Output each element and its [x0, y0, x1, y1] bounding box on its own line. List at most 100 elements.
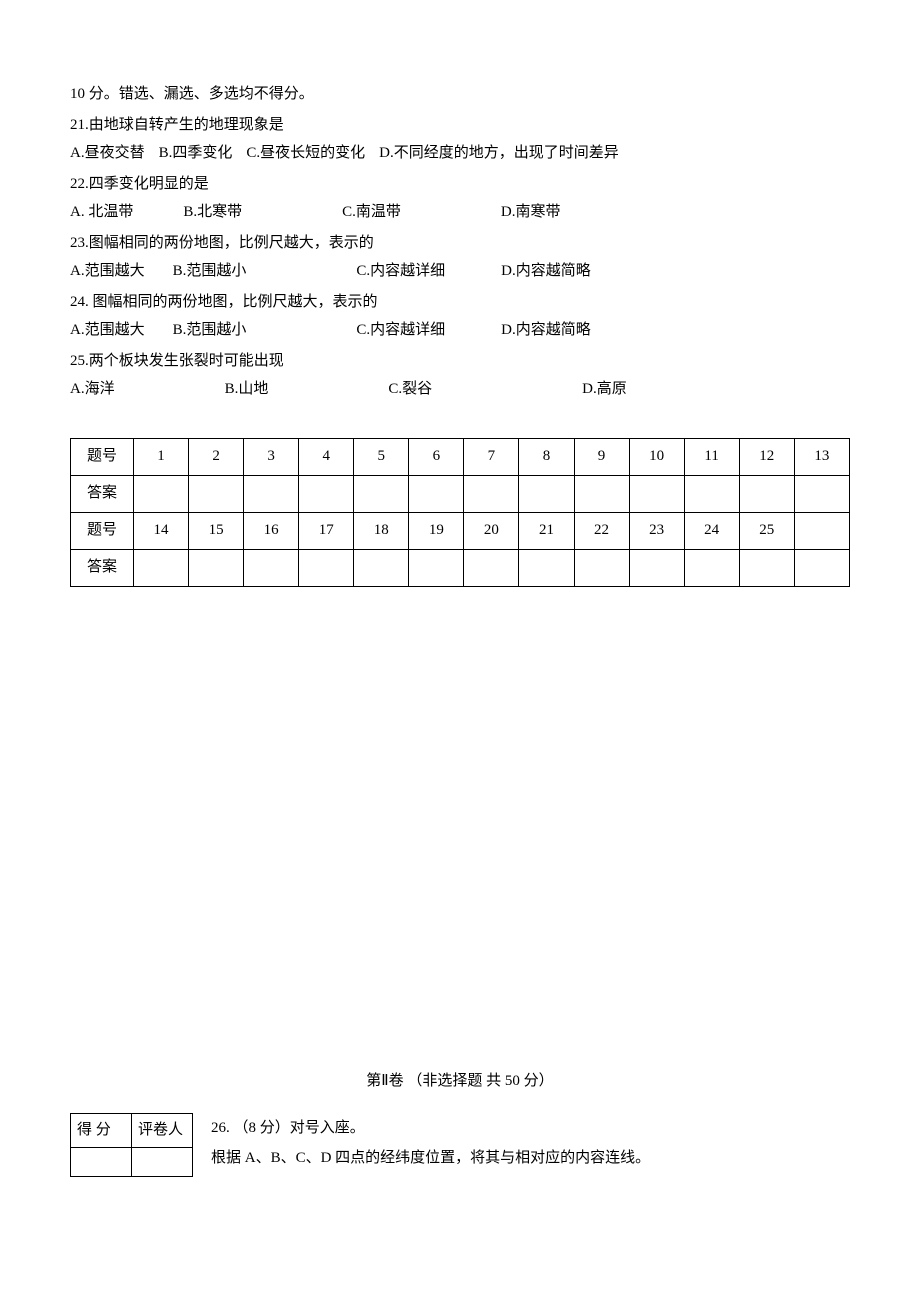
- answer-cell[interactable]: [244, 549, 299, 586]
- answer-cell[interactable]: [354, 549, 409, 586]
- table-row: 答案: [71, 475, 850, 512]
- table-row: 题号 1 2 3 4 5 6 7 8 9 10 11 12 13: [71, 438, 850, 475]
- answer-cell[interactable]: [464, 475, 519, 512]
- qnum-cell: 2: [189, 438, 244, 475]
- answer-cell[interactable]: [574, 475, 629, 512]
- option: D.内容越简略: [501, 316, 591, 345]
- answer-cell[interactable]: [519, 475, 574, 512]
- answer-cell[interactable]: [519, 549, 574, 586]
- qnum-cell: 15: [189, 512, 244, 549]
- answer-cell[interactable]: [134, 475, 189, 512]
- row-label-qnum: 题号: [71, 438, 134, 475]
- option: A.昼夜交替: [70, 139, 145, 168]
- qnum-cell: 11: [684, 438, 739, 475]
- table-row: 题号 14 15 16 17 18 19 20 21 22 23 24 25: [71, 512, 850, 549]
- qnum-cell: 21: [519, 512, 574, 549]
- qnum-cell: 9: [574, 438, 629, 475]
- option: B.山地: [225, 375, 269, 404]
- answer-cell[interactable]: [354, 475, 409, 512]
- option: A.范围越大: [70, 316, 145, 345]
- table-row: 答案: [71, 549, 850, 586]
- answer-cell[interactable]: [409, 475, 464, 512]
- qnum-cell: 19: [409, 512, 464, 549]
- question-stem: 21.由地球自转产生的地理现象是: [70, 111, 850, 140]
- option: B.范围越小: [173, 316, 247, 345]
- qnum-cell: 23: [629, 512, 684, 549]
- question-options: A.范围越大 B.范围越小 C.内容越详细 D.内容越简略: [70, 257, 850, 286]
- question-options: A.昼夜交替 B.四季变化 C.昼夜长短的变化 D.不同经度的地方，出现了时间差异: [70, 139, 850, 168]
- option: A. 北温带: [70, 198, 133, 227]
- question-stem: 22.四季变化明显的是: [70, 170, 850, 199]
- row-label-qnum: 题号: [71, 512, 134, 549]
- option: A.海洋: [70, 375, 115, 404]
- option: C.南温带: [342, 198, 401, 227]
- option: A.范围越大: [70, 257, 145, 286]
- answer-cell[interactable]: [794, 549, 849, 586]
- answer-cell[interactable]: [629, 549, 684, 586]
- grader-label: 评卷人: [132, 1114, 193, 1148]
- qnum-cell: 8: [519, 438, 574, 475]
- answer-cell[interactable]: [739, 475, 794, 512]
- answer-cell[interactable]: [299, 475, 354, 512]
- score-cell[interactable]: [71, 1147, 132, 1176]
- qnum-cell: 3: [244, 438, 299, 475]
- score-label: 得 分: [71, 1114, 132, 1148]
- score-grader-box: 得 分 评卷人: [70, 1113, 193, 1177]
- option: D.内容越简略: [501, 257, 591, 286]
- qnum-cell: 10: [629, 438, 684, 475]
- option: C.内容越详细: [356, 316, 445, 345]
- option: D.南寒带: [501, 198, 561, 227]
- qnum-cell: 17: [299, 512, 354, 549]
- question-stem: 24. 图幅相同的两份地图，比例尺越大，表示的: [70, 288, 850, 317]
- answer-cell[interactable]: [464, 549, 519, 586]
- qnum-cell: 12: [739, 438, 794, 475]
- question-options: A.范围越大 B.范围越小 C.内容越详细 D.内容越简略: [70, 316, 850, 345]
- question-options: A.海洋 B.山地 C.裂谷 D.高原: [70, 375, 850, 404]
- qnum-cell: 4: [299, 438, 354, 475]
- qnum-cell: 14: [134, 512, 189, 549]
- answer-cell[interactable]: [409, 549, 464, 586]
- answer-cell[interactable]: [684, 549, 739, 586]
- answer-sheet-table: 题号 1 2 3 4 5 6 7 8 9 10 11 12 13 答案 题号 1…: [70, 438, 850, 587]
- row-label-answer: 答案: [71, 549, 134, 586]
- answer-cell[interactable]: [684, 475, 739, 512]
- question-stem: 25.两个板块发生张裂时可能出现: [70, 347, 850, 376]
- row-label-answer: 答案: [71, 475, 134, 512]
- option: C.内容越详细: [356, 257, 445, 286]
- question-options: A. 北温带 B.北寒带 C.南温带 D.南寒带: [70, 198, 850, 227]
- answer-cell[interactable]: [574, 549, 629, 586]
- qnum-cell: 5: [354, 438, 409, 475]
- option: C.昼夜长短的变化: [246, 139, 365, 168]
- q26-instruction: 根据 A、B、C、D 四点的经纬度位置，将其与相对应的内容连线。: [211, 1143, 850, 1173]
- question-stem: 23.图幅相同的两份地图，比例尺越大，表示的: [70, 229, 850, 258]
- qnum-cell: 24: [684, 512, 739, 549]
- answer-cell[interactable]: [739, 549, 794, 586]
- option: D.不同经度的地方，出现了时间差异: [379, 139, 619, 168]
- qnum-cell: 7: [464, 438, 519, 475]
- qnum-cell: 22: [574, 512, 629, 549]
- option: B.范围越小: [173, 257, 247, 286]
- option: D.高原: [582, 375, 627, 404]
- qnum-cell: [794, 512, 849, 549]
- qnum-cell: 18: [354, 512, 409, 549]
- answer-cell[interactable]: [244, 475, 299, 512]
- scoring-note: 10 分。错选、漏选、多选均不得分。: [70, 80, 850, 109]
- answer-cell[interactable]: [134, 549, 189, 586]
- answer-cell[interactable]: [629, 475, 684, 512]
- answer-cell[interactable]: [189, 549, 244, 586]
- q26-stem: 26. （8 分）对号入座。: [211, 1113, 850, 1143]
- qnum-cell: 25: [739, 512, 794, 549]
- answer-cell[interactable]: [794, 475, 849, 512]
- section-2-title: 第Ⅱ卷 （非选择题 共 50 分）: [70, 1067, 850, 1096]
- qnum-cell: 20: [464, 512, 519, 549]
- option: B.四季变化: [159, 139, 233, 168]
- qnum-cell: 6: [409, 438, 464, 475]
- option: B.北寒带: [183, 198, 242, 227]
- grader-cell[interactable]: [132, 1147, 193, 1176]
- qnum-cell: 13: [794, 438, 849, 475]
- answer-cell[interactable]: [299, 549, 354, 586]
- option: C.裂谷: [388, 375, 432, 404]
- qnum-cell: 1: [134, 438, 189, 475]
- answer-cell[interactable]: [189, 475, 244, 512]
- qnum-cell: 16: [244, 512, 299, 549]
